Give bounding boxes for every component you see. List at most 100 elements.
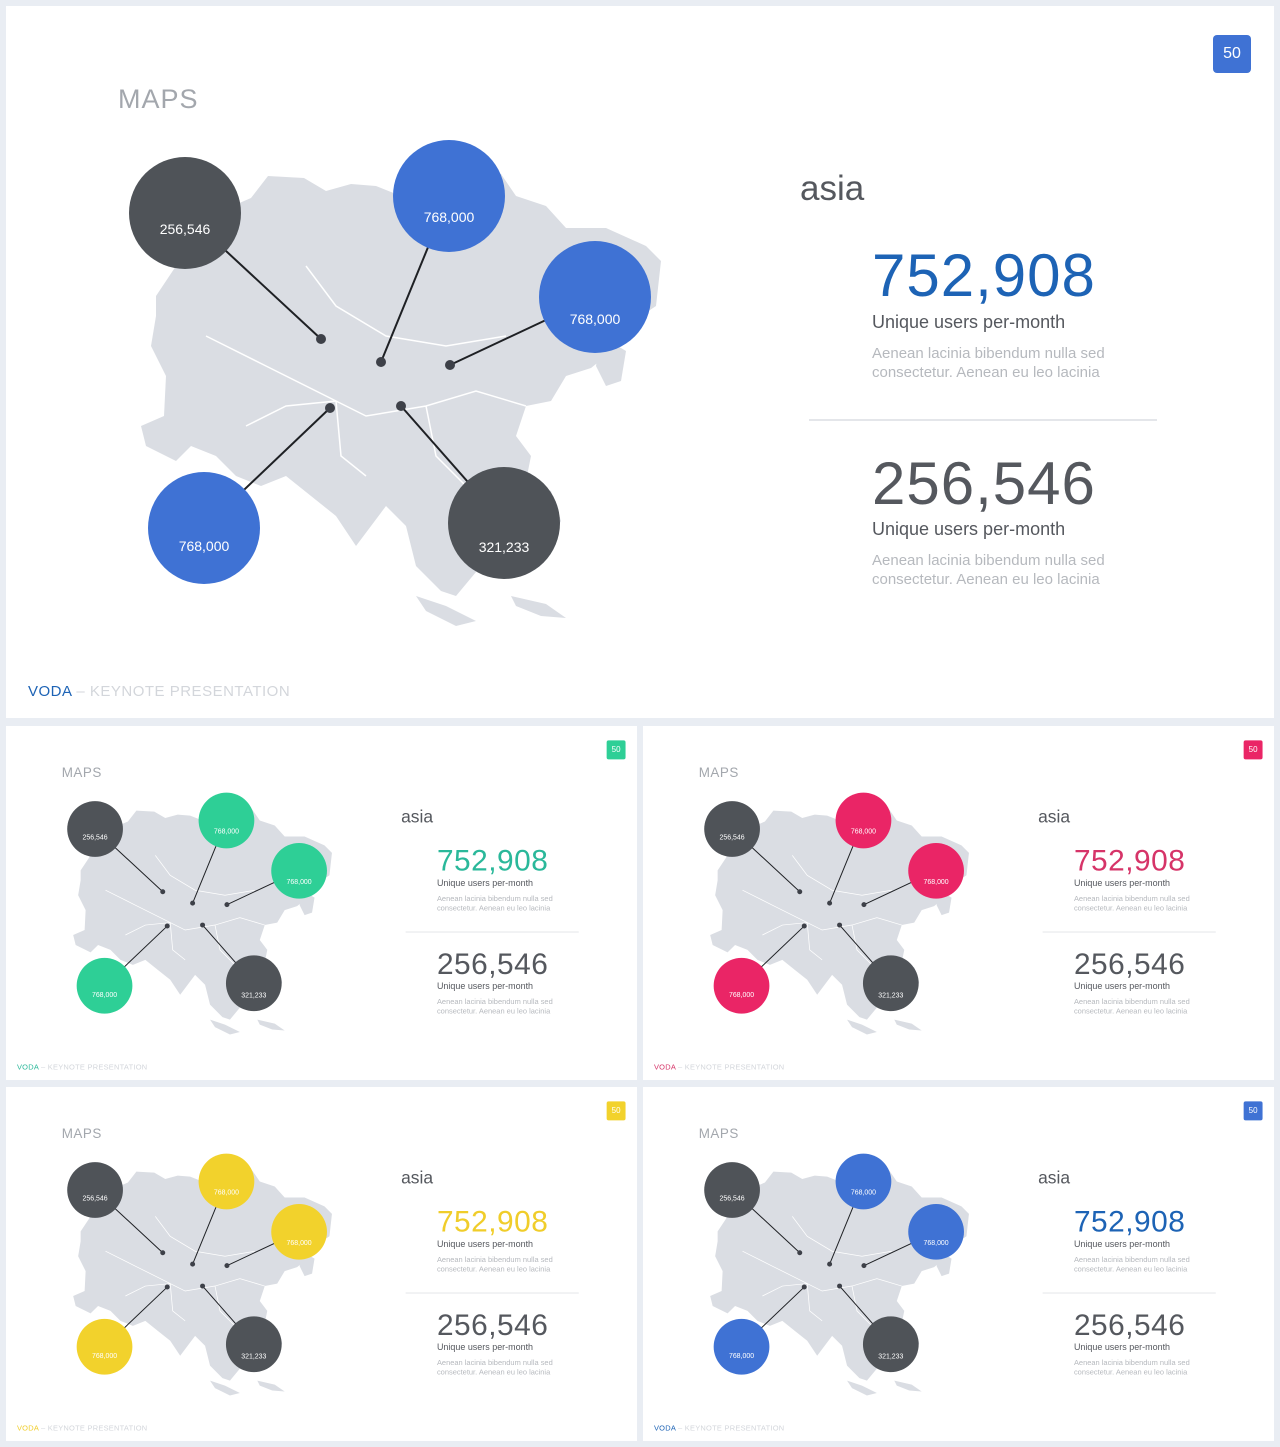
map-pin: [160, 1250, 166, 1256]
bubble-label: 768,000: [214, 1189, 239, 1196]
map-pin: [837, 922, 843, 928]
desc-line: consectetur. Aenean eu leo lacinia: [436, 904, 551, 913]
map-pin: [797, 1250, 803, 1256]
data-bubble-1: 256,546: [67, 801, 123, 857]
stat-primary-value: 752,908: [436, 1204, 549, 1238]
bubble-label: 256,546: [720, 1195, 745, 1202]
region-title: asia: [1038, 807, 1071, 827]
data-bubble-5: 321,233: [862, 1316, 919, 1373]
data-bubble-2: 768,000: [835, 792, 892, 849]
stat-secondary-label: Unique users per-month: [436, 1342, 534, 1353]
slide-content: 50 MAPS 256,546 768,000 768,000: [6, 1087, 637, 1441]
bubble-label: 321,233: [241, 1354, 266, 1361]
stat-secondary-label: Unique users per-month: [1073, 1342, 1171, 1353]
asia-map: 256,546 768,000 768,000 768,000 321,233: [704, 792, 969, 1035]
bubble-label: 256,546: [720, 834, 745, 841]
country-borders: [105, 855, 265, 966]
desc-line: Aenean lacinia bibendum nulla sed: [436, 1358, 553, 1368]
map-pin: [190, 1261, 196, 1267]
stat-secondary-value: 256,546: [1073, 946, 1186, 981]
region-title: asia: [800, 169, 865, 208]
stat-primary-label: Unique users per-month: [1073, 878, 1171, 889]
desc-line: consectetur. Aenean eu leo lacinia: [1073, 1265, 1188, 1274]
map-pin: [160, 889, 166, 895]
country-borders: [742, 855, 902, 966]
data-bubble-3: 768,000: [271, 1203, 327, 1260]
footer-brand: VODA: [653, 1423, 676, 1433]
slide-content: 50 MAPS 256,546 768,000 768,000: [643, 1087, 1274, 1441]
slide-number-badge: 50: [1213, 35, 1251, 73]
map-pin: [861, 902, 867, 908]
data-bubble-1: 256,546: [704, 1162, 760, 1218]
data-bubble-4: 768,000: [713, 957, 770, 1014]
bubble-label: 321,233: [241, 993, 266, 1000]
bubble-label: 768,000: [92, 1353, 117, 1360]
desc-line: Aenean lacinia bibendum nulla sed: [436, 1255, 553, 1265]
divider: [1042, 1292, 1216, 1294]
asia-map: 256,546 768,000 768,000 768,000 321,233: [704, 1153, 969, 1396]
stat-primary-label: Unique users per-month: [436, 1239, 534, 1250]
bubble-label: 256,546: [160, 221, 211, 237]
stat-primary-value: 752,908: [436, 843, 549, 877]
asia-islands: [847, 1251, 952, 1396]
stat-secondary-label: Unique users per-month: [436, 981, 534, 992]
slide-footer: VODA – KEYNOTE PRESENTATION: [17, 1063, 147, 1071]
bubble-label: 321,233: [878, 1354, 903, 1361]
map-pin: [200, 922, 206, 928]
map-pin: [200, 1283, 206, 1289]
footer-tagline: KEYNOTE PRESENTATION: [89, 683, 291, 700]
slide-content: 50 MAPS 256,546 768,000 768,000: [643, 726, 1274, 1080]
bubble-label: 768,000: [924, 879, 949, 886]
stat-secondary-label: Unique users per-month: [872, 519, 1066, 539]
asia-map: 256,546 768,000 768,000 768,000 321,233: [67, 1153, 332, 1396]
bubble-label: 768,000: [729, 1353, 754, 1360]
map-pin: [325, 403, 335, 413]
stat-primary-label: Unique users per-month: [872, 312, 1066, 332]
map-pins: [160, 889, 230, 929]
asia-map: 256,546 768,000 768,000 768,000 321,233: [67, 792, 332, 1035]
footer-brand: VODA: [16, 1062, 39, 1072]
slide-content: 50 MAPS 256,546 768,000 768,000: [6, 6, 1274, 718]
map-pin: [190, 900, 196, 906]
footer-tagline: KEYNOTE PRESENTATION: [47, 1423, 148, 1433]
stat-secondary-value: 256,546: [872, 450, 1096, 517]
data-bubble-2: 768,000: [393, 140, 505, 252]
data-bubble-4: 768,000: [76, 957, 133, 1014]
divider: [405, 931, 579, 933]
bubble-label: 768,000: [287, 879, 312, 886]
bubble-label: 768,000: [924, 1240, 949, 1247]
desc-line: Aenean lacinia bibendum nulla sed: [1073, 894, 1190, 904]
footer-separator: –: [41, 1062, 46, 1072]
data-bubble-2: 768,000: [198, 792, 255, 849]
stat-primary-label: Unique users per-month: [436, 878, 534, 889]
data-bubble-5: 321,233: [448, 467, 560, 579]
stat-primary-desc: Aenean lacinia bibendum nulla sed consec…: [872, 344, 1172, 382]
region-title: asia: [1038, 1168, 1071, 1188]
desc-line: consectetur. Aenean eu leo lacinia: [1073, 1368, 1188, 1377]
bubble-label: 256,546: [83, 834, 108, 841]
asia-islands: [210, 1251, 315, 1396]
desc-line: Aenean lacinia bibendum nulla sed: [1073, 1255, 1190, 1265]
desc-line: consectetur. Aenean eu leo lacinia: [1073, 1007, 1188, 1016]
slide-title: MAPS: [698, 764, 739, 780]
stat-secondary-value: 256,546: [436, 946, 549, 981]
stat-primary-desc: Aenean lacinia bibendum nulla sed consec…: [437, 894, 586, 913]
stat-primary-value: 752,908: [1073, 1204, 1186, 1238]
data-bubble-3: 768,000: [908, 1203, 964, 1260]
slide-title: MAPS: [118, 84, 199, 114]
map-pin: [376, 357, 386, 367]
footer-brand: VODA: [653, 1062, 676, 1072]
footer-separator: –: [678, 1062, 683, 1072]
data-bubble-5: 321,233: [225, 1316, 282, 1373]
bubble-label: 768,000: [92, 992, 117, 999]
map-pin: [164, 923, 170, 929]
stat-primary-desc: Aenean lacinia bibendum nulla sed consec…: [1074, 1255, 1223, 1274]
bubble-label: 768,000: [214, 828, 239, 835]
slide-footer: VODA – KEYNOTE PRESENTATION: [654, 1424, 784, 1432]
bubble-label: 768,000: [729, 992, 754, 999]
data-bubble-4: 768,000: [148, 472, 260, 584]
bubble-label: 768,000: [424, 209, 475, 225]
bubble-label: 768,000: [179, 538, 230, 554]
map-pin: [224, 1263, 230, 1269]
footer-separator: –: [678, 1423, 683, 1433]
